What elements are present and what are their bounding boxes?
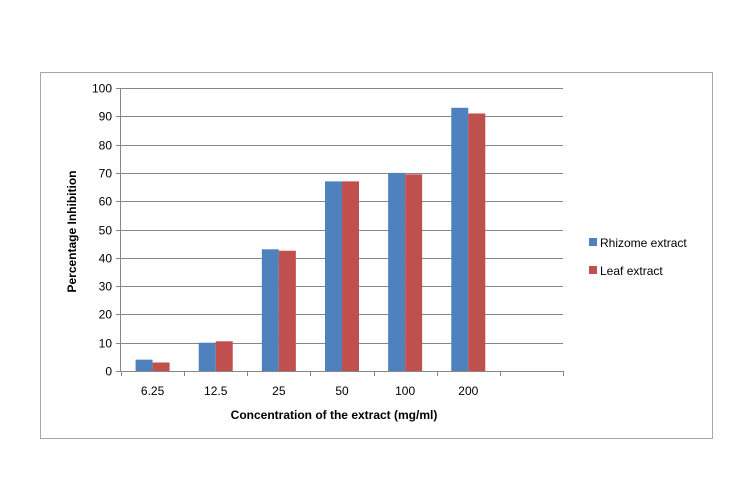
legend-label-rhizome-extract: Rhizome extract <box>600 236 687 250</box>
x-tick-label: 50 <box>335 384 349 398</box>
bar-leaf-extract <box>278 250 296 371</box>
y-tick-label: 90 <box>99 110 113 124</box>
x-axis-title: Concentration of the extract (mg/ml) <box>231 408 438 422</box>
y-tick-label: 0 <box>105 365 112 379</box>
chart-frame <box>40 72 713 439</box>
bar-rhizome-extract <box>198 342 216 371</box>
x-tick-label: 100 <box>395 384 415 398</box>
gridlines <box>121 88 563 344</box>
x-tick-label: 6.25 <box>141 384 165 398</box>
x-tick-label: 12.5 <box>204 384 228 398</box>
y-tick-label: 30 <box>99 280 113 294</box>
y-tick-label: 80 <box>99 139 113 153</box>
bar-leaf-extract <box>405 174 423 371</box>
y-tick-label: 50 <box>99 224 113 238</box>
bar-leaf-extract <box>468 113 486 371</box>
y-tick-label: 70 <box>99 167 113 181</box>
bar-leaf-extract <box>152 362 170 371</box>
x-tick-labels: 6.25 12.5 25 50 100 200 <box>141 384 479 398</box>
legend-swatch-leaf-extract <box>589 266 597 274</box>
bar-rhizome-extract <box>388 172 406 371</box>
bar-leaf-extract <box>342 181 359 371</box>
bar-rhizome-extract <box>451 107 469 371</box>
legend-swatch-rhizome-extract <box>589 238 597 246</box>
legend: Rhizome extract Leaf extract <box>589 236 687 278</box>
y-tick-label: 60 <box>99 195 113 209</box>
y-axis-title: Percentage Inhibition <box>65 170 79 292</box>
bar-rhizome-extract <box>261 249 279 371</box>
x-tick-label: 25 <box>272 384 286 398</box>
axes <box>116 88 564 376</box>
bar-rhizome-extract <box>135 359 153 371</box>
y-tick-label: 10 <box>99 337 113 351</box>
bar-leaf-extract <box>215 341 233 371</box>
y-tick-label: 100 <box>92 82 112 96</box>
bars <box>135 107 486 371</box>
legend-label-leaf-extract: Leaf extract <box>600 264 663 278</box>
y-tick-label: 20 <box>99 308 113 322</box>
x-tick-label: 200 <box>458 384 478 398</box>
y-tick-label: 40 <box>99 252 113 266</box>
bar-rhizome-extract <box>325 181 342 371</box>
y-tick-labels: 0 10 20 30 40 50 60 70 80 90 100 <box>92 82 112 379</box>
